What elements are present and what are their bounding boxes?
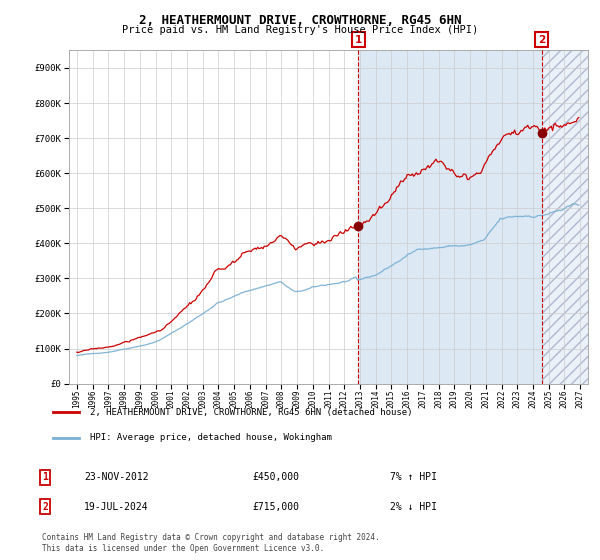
Text: 2: 2	[538, 35, 545, 45]
Bar	[358, 50, 542, 384]
Text: 1: 1	[355, 35, 362, 45]
Text: Price paid vs. HM Land Registry's House Price Index (HPI): Price paid vs. HM Land Registry's House …	[122, 25, 478, 35]
Text: 2, HEATHERMOUNT DRIVE, CROWTHORNE, RG45 6HN (detached house): 2, HEATHERMOUNT DRIVE, CROWTHORNE, RG45 …	[89, 408, 412, 417]
Text: £715,000: £715,000	[252, 502, 299, 512]
Text: 23-NOV-2012: 23-NOV-2012	[84, 472, 149, 482]
Text: Contains HM Land Registry data © Crown copyright and database right 2024.
This d: Contains HM Land Registry data © Crown c…	[42, 533, 380, 553]
Text: HPI: Average price, detached house, Wokingham: HPI: Average price, detached house, Woki…	[89, 433, 331, 442]
Text: 2% ↓ HPI: 2% ↓ HPI	[390, 502, 437, 512]
Text: 1: 1	[42, 472, 48, 482]
Text: 19-JUL-2024: 19-JUL-2024	[84, 502, 149, 512]
Text: £450,000: £450,000	[252, 472, 299, 482]
Text: 2, HEATHERMOUNT DRIVE, CROWTHORNE, RG45 6HN: 2, HEATHERMOUNT DRIVE, CROWTHORNE, RG45 …	[139, 14, 461, 27]
Bar	[542, 50, 588, 384]
Text: 7% ↑ HPI: 7% ↑ HPI	[390, 472, 437, 482]
Text: 2: 2	[42, 502, 48, 512]
Bar	[542, 50, 588, 384]
